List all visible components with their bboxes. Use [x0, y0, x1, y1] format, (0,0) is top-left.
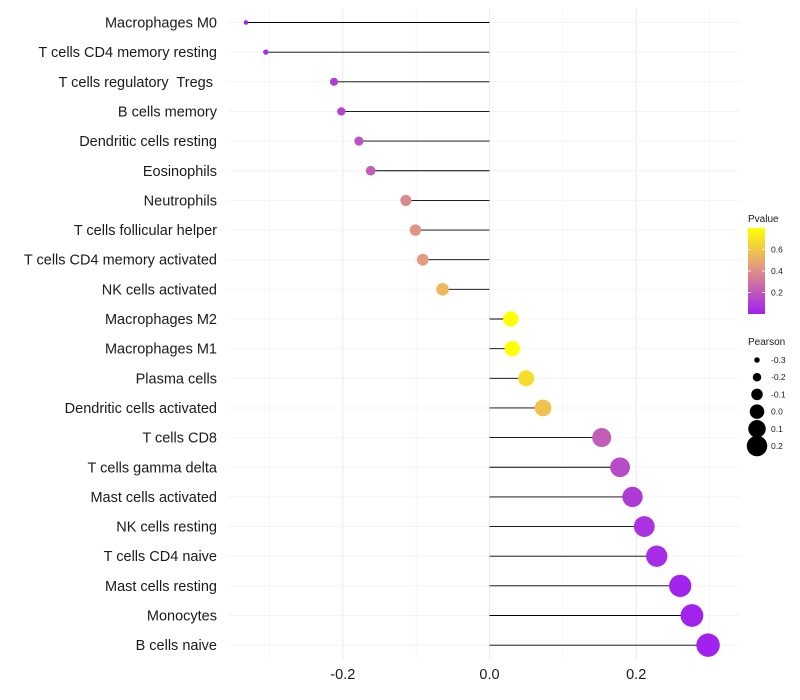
size-legend-label: 0.2 — [771, 441, 783, 451]
category-label: Macrophages M0 — [105, 16, 217, 32]
pearson-legend: Pearson -0.3 -0.2 -0.1 0.0 0.1 0.2 — [746, 337, 786, 457]
size-legend-label: 0.0 — [771, 407, 783, 417]
category-label: T cells gamma delta — [88, 460, 218, 476]
size-legend-label: -0.3 — [771, 355, 786, 365]
data-point — [409, 224, 422, 236]
colorbar-tick-label: 0.2 — [771, 288, 783, 298]
data-point — [622, 486, 643, 508]
data-point — [365, 165, 376, 176]
category-label: T cells follicular helper — [74, 223, 217, 239]
category-label: T cells CD4 naive — [104, 549, 217, 565]
x-tick-label: 0.2 — [626, 667, 646, 683]
pearson-legend-items: -0.3 -0.2 -0.1 0.0 0.1 0.2 — [746, 355, 786, 457]
data-point — [504, 340, 520, 357]
colorbar-tick-label: 0.6 — [771, 245, 783, 255]
category-label: Dendritic cells resting — [79, 134, 217, 150]
size-legend-dot — [751, 388, 763, 401]
data-point — [243, 20, 249, 25]
category-label: Monocytes — [147, 609, 217, 625]
category-labels: Macrophages M0 T cells CD4 memory resting… — [24, 16, 218, 655]
category-label: B cells naive — [136, 638, 217, 654]
pvalue-colorbar-ticks: 0.2 0.4 0.6 — [748, 245, 783, 298]
pvalue-legend-title: Pvalue — [748, 214, 779, 225]
category-label: Plasma cells — [136, 371, 217, 387]
category-label: NK cells activated — [102, 282, 217, 298]
data-point — [503, 311, 519, 327]
category-label: Dendritic cells activated — [65, 401, 217, 417]
category-label: T cells CD4 memory resting — [38, 45, 217, 61]
data-point — [646, 545, 668, 567]
category-label: Eosinophils — [143, 164, 217, 180]
data-point — [337, 107, 346, 116]
x-tick-label: 0.0 — [479, 667, 499, 683]
data-point — [680, 604, 704, 627]
category-label: B cells memory — [118, 104, 218, 120]
category-label: T cells CD4 memory activated — [24, 253, 217, 269]
size-legend-dot — [748, 420, 766, 438]
size-legend-label: 0.1 — [771, 424, 783, 434]
pearson-legend-title: Pearson — [748, 337, 785, 348]
data-point — [696, 633, 720, 657]
category-label: NK cells resting — [116, 520, 217, 536]
data-point — [436, 283, 449, 296]
data-point — [633, 516, 655, 537]
data-point — [329, 77, 339, 86]
category-label: Mast cells resting — [105, 579, 217, 595]
category-label: Mast cells activated — [90, 490, 217, 506]
data-point — [518, 370, 535, 387]
data-point — [400, 194, 412, 206]
stems — [245, 22, 709, 646]
pvalue-legend: Pvalue 0.2 0.4 0.6 — [748, 214, 783, 314]
pvalue-colorbar — [748, 228, 765, 314]
data-point — [263, 49, 269, 55]
category-label: T cells regulatory Tregs — [59, 75, 218, 91]
size-legend-dot — [746, 435, 768, 457]
data-point — [534, 399, 552, 417]
x-tick-label: -0.2 — [330, 667, 355, 683]
category-label: Macrophages M1 — [105, 342, 217, 358]
x-axis-ticks: -0.2 0.0 0.2 — [330, 667, 646, 683]
size-legend-label: -0.2 — [771, 372, 786, 382]
points — [243, 20, 720, 657]
category-label: Macrophages M2 — [105, 312, 217, 328]
data-point — [669, 574, 692, 597]
size-legend-dot — [752, 372, 762, 382]
colorbar-tick-label: 0.4 — [771, 266, 783, 276]
size-legend-dot — [754, 357, 760, 363]
size-legend-label: -0.1 — [771, 389, 786, 399]
category-label: Neutrophils — [144, 193, 217, 209]
category-label: T cells CD8 — [142, 431, 217, 447]
data-point — [610, 457, 630, 478]
data-point — [416, 253, 429, 266]
data-point — [354, 136, 364, 146]
data-point — [592, 428, 612, 448]
size-legend-dot — [749, 404, 765, 419]
